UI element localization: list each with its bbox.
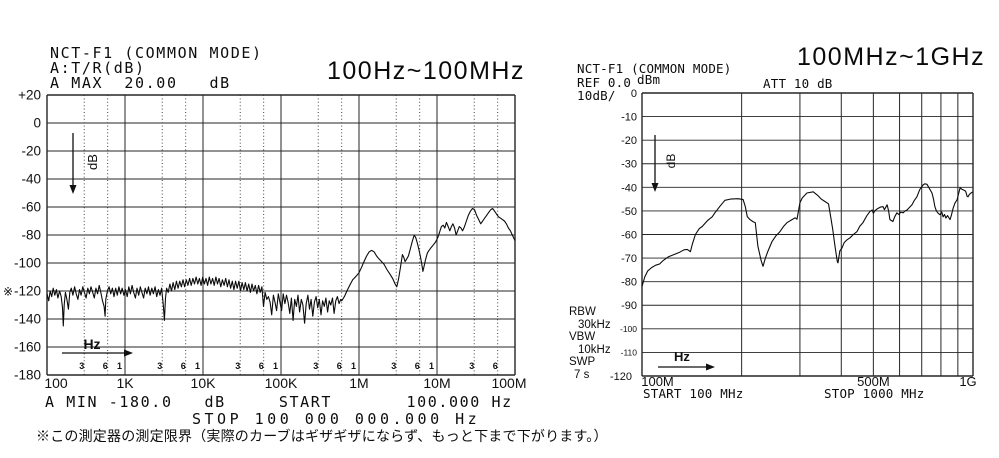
svg-text:-60: -60 [621,229,637,241]
right-scale-label: 10dB/ [577,88,616,103]
right-chart-title: 100MHz~1GHz [797,43,986,71]
svg-text:-30: -30 [621,159,637,171]
right-hz-axis-label: Hz [674,349,690,364]
svg-text:3: 3 [235,361,240,371]
svg-text:1G: 1G [959,374,976,389]
svg-text:-20: -20 [21,144,41,159]
svg-text:-50: -50 [621,206,637,218]
svg-text:-40: -40 [21,172,41,187]
svg-text:1: 1 [195,361,200,371]
svg-text:-180: -180 [14,368,41,383]
svg-text:-70: -70 [621,253,637,265]
svg-text:-140: -140 [14,312,41,327]
right-grid [641,92,974,377]
svg-text:3: 3 [391,361,396,371]
left-grid [46,94,516,376]
left-y-tick-labels: +20 0 -20 -40 -60 -80 -100 -120 -140 -160 -180 ※ [3,88,41,383]
svg-text:-120: -120 [14,284,41,299]
svg-text:1K: 1K [116,375,134,391]
right-ref-label: REF 0.0 [577,75,632,90]
svg-text:100K: 100K [265,375,298,391]
swp-value: 7 s [574,369,590,381]
right-axis-annotations: dB Hz [651,135,715,371]
svg-text:-90: -90 [621,300,637,312]
svg-text:1: 1 [429,361,434,371]
left-channel-label: A:T/R(dB) [50,59,146,77]
svg-text:500M: 500M [857,374,890,389]
svg-text:-20: -20 [621,135,637,147]
left-x-tick-labels: 100 1K 10K 100K 1M 10M 100M [44,375,526,391]
left-axis-annotations: dB Hz [62,133,133,357]
svg-text:100M: 100M [491,375,526,391]
svg-text:100M: 100M [641,374,674,389]
limit-marker: ※ [3,285,13,299]
svg-text:0: 0 [33,116,41,131]
left-instrument-label: NCT-F1 (COMMON MODE) [50,44,263,62]
left-trace [46,207,516,327]
svg-text:-160: -160 [14,340,41,355]
svg-text:-10: -10 [621,112,637,124]
right-db-axis-label: dB [664,154,678,169]
right-ref-unit-label: dBm [637,72,661,87]
svg-text:6: 6 [415,361,420,371]
left-footer-stop: STOP 100 000 000.000 Hz [192,410,481,428]
svg-text:3: 3 [79,361,84,371]
svg-text:+20: +20 [18,88,41,103]
svg-text:6: 6 [103,361,108,371]
svg-text:10M: 10M [423,375,450,391]
rbw-value: 30kHz [578,319,611,331]
right-x-tick-labels: 100M 500M 1G [641,374,976,389]
svg-text:-80: -80 [21,228,41,243]
right-start-label: START 100 MHz [643,386,744,401]
svg-text:6: 6 [259,361,264,371]
left-chart-title: 100Hz~100MHz [327,57,525,85]
left-db-axis-label: dB [85,154,100,170]
svg-text:100: 100 [44,375,68,391]
left-plot-area: 3 6 1 3 6 1 3 6 1 3 6 1 3 6 1 3 6+200-20-40-60-80-100-12… [3,88,527,392]
right-trace [641,183,974,287]
right-att-label: ATT 10 dB [763,76,833,91]
right-instrument-label: NCT-F1 (COMMON MODE) [577,61,732,76]
svg-text:0: 0 [631,88,637,100]
svg-text:-120: -120 [610,371,632,383]
right-plot-area: 0 -10 -20 -30 -40 -50 -60 -70 -80 -90 -100 -110 -120… [610,88,977,389]
svg-text:-110: -110 [621,347,638,357]
left-footer-amin-start: A MIN -180.0 dB START 100.000 Hz [45,393,513,411]
svg-text:1M: 1M [349,375,368,391]
svg-text:-60: -60 [21,200,41,215]
left-amax-label: A MAX 20.00 dB [50,74,231,92]
svg-text:1: 1 [273,361,278,371]
svg-text:6: 6 [337,361,342,371]
vbw-label: VBW [569,331,596,343]
svg-text:-80: -80 [621,277,637,289]
svg-text:6: 6 [493,361,498,371]
vbw-value: 10kHz [578,344,611,356]
svg-text:1: 1 [117,361,122,371]
svg-text:6: 6 [181,361,186,371]
right-y-tick-labels: 0 -10 -20 -30 -40 -50 -60 -70 -80 -90 -100 -110 -120 [610,88,637,383]
svg-text:1: 1 [351,361,356,371]
svg-text:3: 3 [313,361,318,371]
rbw-label: RBW [569,306,596,318]
svg-text:3: 3 [469,361,474,371]
measurement-limit-note: ※この測定器の測定限界（実際のカーブはギザギザにならず、もっと下まで下がります。… [36,428,608,444]
right-stop-label: STOP 1000 MHz [824,386,925,401]
svg-text:-100: -100 [620,324,637,334]
svg-text:-40: -40 [621,182,637,194]
left-hz-axis-label: Hz [83,336,100,352]
svg-text:-100: -100 [14,256,41,271]
svg-text:3: 3 [157,361,162,371]
swp-label: SWP [569,356,596,368]
svg-text:10K: 10K [191,375,217,391]
